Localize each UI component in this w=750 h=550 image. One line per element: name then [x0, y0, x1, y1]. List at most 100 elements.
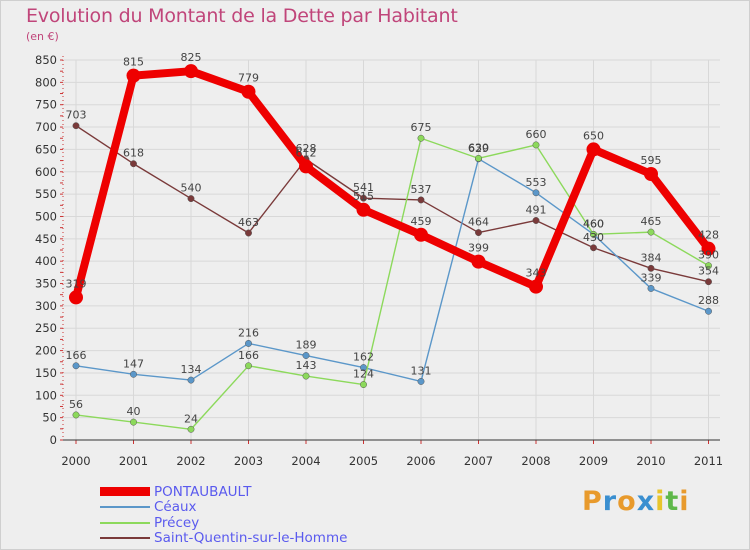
data-point-saint-quentin [187, 195, 195, 203]
data-label-ceaux: 460 [583, 217, 604, 230]
data-point-pontaubault [529, 279, 543, 294]
y-tick-label: 200 [35, 344, 57, 358]
data-point-precey [590, 230, 597, 238]
series-line-ceaux [75, 158, 710, 383]
data-point-saint-quentin [475, 229, 482, 237]
axes: 0 50 100 150 200 250 300 350 400 450 500 550 600 650 7… [35, 53, 723, 468]
data-label-precey: 56 [69, 398, 83, 411]
logo-letter: t [665, 486, 680, 517]
y-tick-label: 50 [42, 411, 57, 425]
x-tick-label: 2002 [176, 454, 205, 468]
legend-item-saint-quentin: Saint-Quentin-sur-le-Homme [100, 530, 348, 547]
data-label-precey: 465 [641, 215, 662, 228]
x-tick-label: 2006 [406, 454, 435, 468]
legend-swatch-pontaubault [100, 487, 150, 497]
data-label-precey: 460 [583, 217, 604, 230]
data-label-saint-quentin: 628 [296, 142, 317, 155]
y-tick-label: 500 [35, 209, 57, 223]
data-point-precey [475, 154, 482, 162]
data-label-ceaux: 288 [698, 294, 719, 307]
legend: PONTAUBAULT Céaux Précey Saint-Quentin-s… [100, 484, 347, 546]
legend-swatch-precey [100, 521, 150, 524]
x-tick-label: 2005 [349, 454, 378, 468]
data-point-pontaubault [414, 227, 428, 242]
proxiti-logo: Proxiti [582, 486, 690, 517]
grid [63, 59, 720, 441]
data-label-pontaubault: 515 [353, 190, 374, 203]
y-tick-label: 550 [35, 187, 57, 201]
logo-letter: r [602, 486, 618, 517]
y-tick-label: 850 [35, 53, 57, 67]
data-point-precey [72, 411, 80, 419]
legend-label-pontaubault: PONTAUBAULT [154, 483, 252, 500]
data-point-saint-quentin [647, 264, 655, 272]
data-label-ceaux: 216 [238, 326, 259, 339]
data-label-saint-quentin: 354 [698, 265, 719, 278]
data-label-saint-quentin: 384 [641, 251, 662, 264]
x-tick-label: 2010 [636, 454, 665, 468]
data-point-ceaux [647, 284, 655, 292]
data-label-ceaux: 189 [296, 339, 317, 352]
logo-letter: x [636, 486, 656, 517]
series-line-precey [75, 137, 710, 430]
data-point-pontaubault [701, 241, 716, 256]
data-label-saint-quentin: 541 [353, 181, 374, 194]
data-point-precey [647, 228, 655, 236]
data-point-pontaubault [69, 290, 83, 305]
data-point-precey [130, 418, 137, 426]
data-label-ceaux: 147 [123, 357, 144, 370]
data-label-precey: 675 [411, 121, 432, 134]
data-label-precey: 143 [296, 359, 317, 372]
data-label-precey: 124 [353, 368, 374, 381]
data-point-ceaux [302, 352, 310, 359]
data-label-pontaubault: 343 [526, 267, 547, 280]
data-label-ceaux: 629 [468, 142, 489, 155]
data-point-ceaux [130, 370, 137, 378]
data-label-precey: 630 [468, 141, 489, 154]
data-label-pontaubault: 399 [468, 242, 489, 255]
data-label-precey: 24 [184, 412, 198, 425]
data-label-ceaux: 339 [641, 271, 662, 284]
data-label-ceaux: 134 [181, 363, 202, 376]
data-point-saint-quentin [245, 229, 252, 237]
y-tick-label: 250 [35, 321, 57, 335]
data-label-precey: 40 [127, 405, 141, 418]
data-label-saint-quentin: 463 [238, 216, 259, 229]
data-labels: 319 815 825 779 612 515 459 399 343 650 595 428 166 1… [66, 51, 720, 425]
data-label-saint-quentin: 464 [468, 216, 489, 229]
series-line-pontaubault [72, 67, 713, 302]
logo-letter: o [617, 486, 637, 517]
data-point-precey [360, 381, 367, 389]
x-tick-label: 2009 [579, 454, 608, 468]
data-label-ceaux: 131 [411, 364, 432, 377]
data-label-precey: 390 [698, 249, 719, 262]
data-label-saint-quentin: 703 [66, 109, 87, 122]
data-point-ceaux [245, 339, 252, 347]
data-point-pontaubault [586, 142, 601, 157]
data-point-pontaubault [356, 202, 371, 217]
data-label-pontaubault: 459 [411, 215, 432, 228]
legend-item-pontaubault: PONTAUBAULT [100, 484, 347, 500]
data-label-saint-quentin: 537 [411, 183, 432, 196]
data-point-pontaubault [126, 68, 141, 83]
data-label-pontaubault: 779 [238, 72, 259, 85]
legend-label-saint-quentin: Saint-Quentin-sur-le-Homme [154, 530, 348, 547]
data-point-precey [417, 134, 425, 142]
y-tick-label: 150 [35, 366, 57, 380]
data-point-ceaux [360, 364, 367, 372]
data-label-saint-quentin: 618 [123, 147, 144, 160]
data-point-ceaux [187, 376, 195, 384]
data-point-precey [245, 362, 252, 370]
data-label-pontaubault: 650 [583, 129, 604, 142]
series-lines [69, 64, 716, 433]
logo-letter: P [582, 486, 603, 517]
data-label-pontaubault: 595 [641, 154, 662, 167]
data-point-pontaubault [241, 84, 256, 99]
y-tick-label: 350 [35, 277, 57, 291]
y-tick-label: 800 [35, 75, 57, 89]
x-tick-label: 2008 [521, 454, 550, 468]
series-line-saint-quentin [75, 125, 710, 283]
data-label-ceaux: 166 [66, 349, 87, 362]
